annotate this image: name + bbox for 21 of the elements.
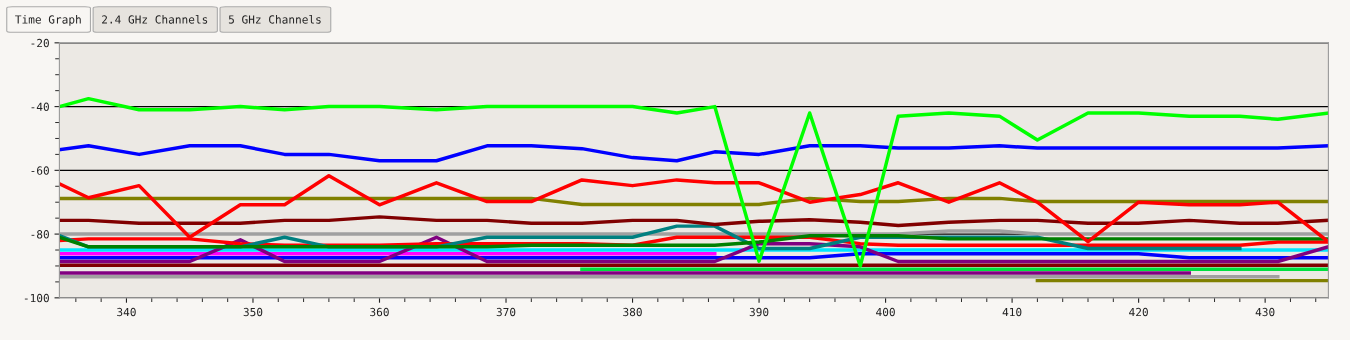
text: 2.4 GHz Channels <box>102 14 208 24</box>
text: Time Graph <box>15 15 81 26</box>
x-tick-label: 430 <box>1255 307 1275 317</box>
y-tick-label: -40 <box>31 102 49 111</box>
x-tick-label: 390 <box>749 307 769 317</box>
y-tick-label: -100 <box>24 293 49 303</box>
x-tick-label: 350 <box>243 307 263 317</box>
x-tick-label: 400 <box>876 307 895 317</box>
text: 5 GHz Channels <box>228 14 321 24</box>
line-series <box>59 144 1329 163</box>
x-tick-label: 370 <box>496 307 516 317</box>
x-tick-label: 340 <box>117 307 136 317</box>
x-tick-label: 380 <box>623 307 642 317</box>
line-series <box>59 215 1329 228</box>
x-tick-label: 360 <box>370 307 389 317</box>
y-tick-label: -20 <box>31 38 49 48</box>
y-tick-label: -60 <box>31 166 49 175</box>
x-tick-label: 420 <box>1129 307 1148 317</box>
x-tick-label: 410 <box>1002 307 1022 317</box>
y-tick-label: -80 <box>31 230 49 239</box>
line-series <box>59 96 1329 268</box>
